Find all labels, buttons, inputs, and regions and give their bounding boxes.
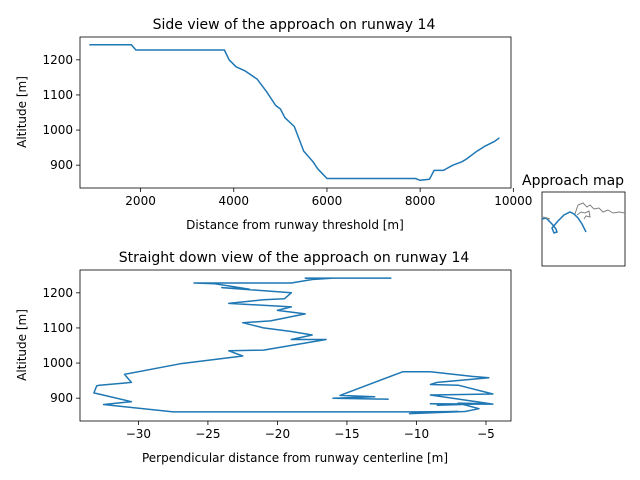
side-view-panel: Side view of the approach on runway 14 2… (15, 17, 532, 232)
map-runway-outline (576, 210, 591, 220)
down-view-series-line (93, 277, 494, 415)
down-view-ytick-label: 1200 (42, 286, 73, 300)
side-view-xlabel: Distance from runway threshold [m] (186, 218, 404, 232)
down-view-title: Straight down view of the approach on ru… (119, 250, 470, 266)
approach-map-panel: Approach map (522, 173, 626, 267)
map-approach-path (541, 211, 587, 234)
side-view-xtick-label: 10000 (494, 194, 532, 208)
side-view-ytick-label: 1000 (42, 123, 73, 137)
down-view-ticks: −30 −25 −20 −15 −10 −5 900 1000 1100 1200 (42, 286, 494, 441)
map-shore-fragment (542, 216, 551, 220)
map-coastline-outline (574, 202, 626, 215)
down-view-panel: Straight down view of the approach on ru… (15, 250, 512, 465)
side-view-xtick-label: 4000 (218, 194, 249, 208)
approach-map-title: Approach map (522, 173, 624, 189)
down-view-xlabel: Perpendicular distance from runway cente… (142, 451, 448, 465)
down-view-axes-frame (79, 269, 512, 422)
side-view-ylabel: Altitude [m] (15, 76, 29, 148)
down-view-xtick-label: −15 (334, 427, 359, 441)
side-view-xtick-label: 8000 (405, 194, 436, 208)
down-view-xtick-label: −25 (195, 427, 220, 441)
down-view-ytick-label: 900 (50, 391, 73, 405)
down-view-ytick-label: 1100 (42, 321, 73, 335)
side-view-xtick-label: 6000 (312, 194, 343, 208)
side-view-axes-frame (79, 36, 512, 189)
side-view-series-line (89, 43, 500, 182)
side-view-ytick-label: 1100 (42, 88, 73, 102)
side-view-ytick-label: 900 (50, 158, 73, 172)
side-view-ytick-label: 1200 (42, 53, 73, 67)
side-view-ticks: 2000 4000 6000 8000 10000 900 1000 1100 1200 (42, 53, 532, 208)
down-view-xtick-label: −30 (126, 427, 151, 441)
down-view-xtick-label: −10 (404, 427, 429, 441)
side-view-xtick-label: 2000 (125, 194, 156, 208)
down-view-xtick-label: −5 (477, 427, 495, 441)
down-view-ytick-label: 1000 (42, 356, 73, 370)
down-view-ylabel: Altitude [m] (15, 309, 29, 381)
side-view-title: Side view of the approach on runway 14 (153, 17, 436, 33)
down-view-xtick-label: −20 (265, 427, 290, 441)
